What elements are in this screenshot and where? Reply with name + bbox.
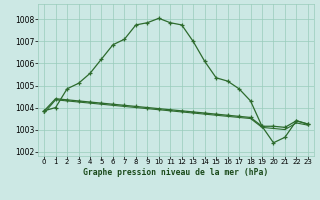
X-axis label: Graphe pression niveau de la mer (hPa): Graphe pression niveau de la mer (hPa) [84,168,268,177]
